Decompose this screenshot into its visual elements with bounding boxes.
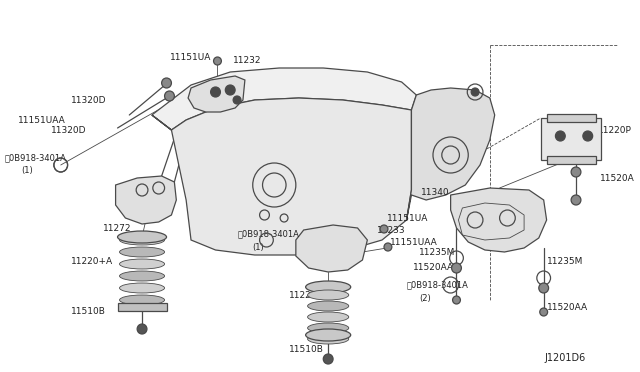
Polygon shape bbox=[296, 225, 367, 272]
Text: 11151UAA: 11151UAA bbox=[18, 115, 65, 125]
Circle shape bbox=[137, 324, 147, 334]
Text: 11151UA: 11151UA bbox=[170, 52, 211, 61]
Text: (2): (2) bbox=[419, 294, 431, 302]
Circle shape bbox=[380, 225, 388, 233]
Text: 11320D: 11320D bbox=[51, 125, 86, 135]
Ellipse shape bbox=[306, 281, 351, 293]
Text: 11151UAA: 11151UAA bbox=[390, 237, 438, 247]
Text: 11220+A: 11220+A bbox=[70, 257, 113, 266]
Bar bbox=[118, 303, 166, 311]
Text: 11233: 11233 bbox=[377, 225, 406, 234]
Circle shape bbox=[571, 167, 581, 177]
Circle shape bbox=[452, 263, 461, 273]
Ellipse shape bbox=[308, 290, 349, 300]
Polygon shape bbox=[188, 76, 245, 112]
Ellipse shape bbox=[308, 301, 349, 311]
Text: 11235M: 11235M bbox=[419, 247, 456, 257]
Circle shape bbox=[323, 354, 333, 364]
Polygon shape bbox=[451, 188, 547, 252]
Circle shape bbox=[211, 87, 220, 97]
Bar bbox=[547, 156, 596, 164]
Circle shape bbox=[225, 85, 235, 95]
Ellipse shape bbox=[120, 247, 164, 257]
Circle shape bbox=[556, 131, 565, 141]
Circle shape bbox=[233, 96, 241, 104]
Text: (1): (1) bbox=[253, 243, 264, 251]
Bar bbox=[541, 118, 602, 160]
Circle shape bbox=[539, 283, 548, 293]
Text: ⓝ0B918-3401A: ⓝ0B918-3401A bbox=[406, 280, 468, 289]
Circle shape bbox=[384, 243, 392, 251]
Text: 11520AA: 11520AA bbox=[413, 263, 454, 273]
Text: 11510B: 11510B bbox=[70, 308, 106, 317]
Circle shape bbox=[540, 308, 548, 316]
Polygon shape bbox=[152, 68, 417, 130]
Circle shape bbox=[583, 131, 593, 141]
Text: J1201D6: J1201D6 bbox=[545, 353, 586, 363]
Circle shape bbox=[471, 88, 479, 96]
Ellipse shape bbox=[118, 231, 166, 243]
Ellipse shape bbox=[120, 271, 164, 281]
Ellipse shape bbox=[308, 323, 349, 333]
Text: 11510B: 11510B bbox=[289, 346, 324, 355]
Text: 11272: 11272 bbox=[103, 224, 131, 232]
Circle shape bbox=[164, 91, 174, 101]
Text: 11151UA: 11151UA bbox=[387, 214, 428, 222]
Text: 11232: 11232 bbox=[233, 55, 262, 64]
Polygon shape bbox=[116, 176, 177, 224]
Polygon shape bbox=[152, 98, 412, 255]
Text: ⓝ0B918-3401A: ⓝ0B918-3401A bbox=[5, 154, 67, 163]
Ellipse shape bbox=[120, 295, 164, 305]
Text: (1): (1) bbox=[22, 166, 33, 174]
Text: 11340: 11340 bbox=[421, 187, 450, 196]
Ellipse shape bbox=[120, 235, 164, 245]
Ellipse shape bbox=[120, 259, 164, 269]
Text: 11220P: 11220P bbox=[598, 125, 632, 135]
Ellipse shape bbox=[120, 283, 164, 293]
Ellipse shape bbox=[306, 329, 351, 341]
Circle shape bbox=[571, 195, 581, 205]
Text: 11520AA: 11520AA bbox=[547, 304, 588, 312]
Bar bbox=[547, 114, 596, 122]
Circle shape bbox=[452, 296, 460, 304]
Text: 11220: 11220 bbox=[289, 291, 317, 299]
Text: 11320D: 11320D bbox=[70, 96, 106, 105]
Circle shape bbox=[162, 78, 172, 88]
Text: 11520A: 11520A bbox=[600, 173, 634, 183]
Ellipse shape bbox=[308, 334, 349, 344]
Ellipse shape bbox=[308, 312, 349, 322]
Text: ⓝ0B918-3401A: ⓝ0B918-3401A bbox=[238, 230, 300, 238]
Polygon shape bbox=[406, 88, 495, 220]
Circle shape bbox=[214, 57, 221, 65]
Text: 11235M: 11235M bbox=[547, 257, 583, 266]
